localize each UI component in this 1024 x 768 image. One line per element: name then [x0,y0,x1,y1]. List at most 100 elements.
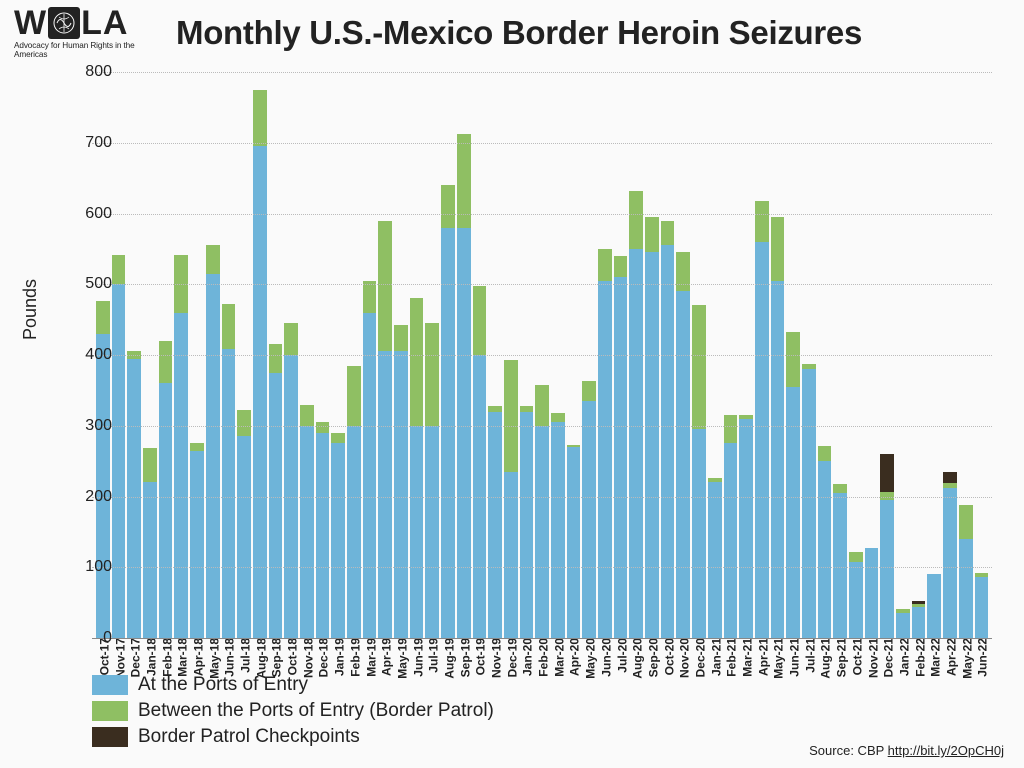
bar-segment-ports [629,249,643,638]
gridline [92,143,992,144]
bar-column: Sep-18 [269,344,283,638]
bar-segment-between [661,221,675,246]
bar-segment-ports [614,277,628,638]
bar-column: Dec-21 [880,454,894,638]
y-tick-label: 400 [85,346,112,364]
bar-segment-ports [818,461,832,638]
gridline [92,497,992,498]
bar-segment-between [771,217,785,281]
y-tick-label: 100 [85,558,112,576]
x-tick-label: Feb-21 [722,638,739,677]
bar-segment-ports [457,228,471,638]
bar-segment-ports [771,281,785,638]
bar-segment-ports [520,412,534,638]
bar-column: Mar-20 [551,413,565,638]
x-tick-label: Oct-19 [471,638,488,675]
bar-segment-checkpoint [880,454,894,491]
bar-segment-ports [159,383,173,638]
bar-segment-between [786,332,800,387]
x-tick-label: Aug-19 [439,638,456,679]
bar-segment-between [818,446,832,462]
legend-swatch [92,727,128,747]
x-tick-label: Jan-20 [518,638,535,676]
bar-segment-between [582,381,596,401]
x-tick-label: Aug-20 [628,638,645,679]
bar-column: May-21 [771,217,785,638]
x-tick-label: May-20 [581,638,598,679]
bar-column: Oct-18 [284,323,298,638]
y-tick-label: 700 [85,134,112,152]
bar-column: Dec-17 [127,351,141,638]
source-link[interactable]: http://bit.ly/2OpCH0j [888,743,1004,758]
bar-segment-ports [582,401,596,638]
bar-segment-ports [567,447,581,638]
bar-segment-ports [975,577,989,638]
x-tick-label: Mar-21 [738,638,755,677]
x-tick-label: Apr-20 [565,638,582,676]
bar-column: Jan-21 [708,478,722,638]
bar-column: Mar-19 [363,281,377,638]
x-tick-label: Oct-21 [847,638,864,675]
bar-segment-between [394,325,408,352]
x-tick-label: Dec-17 [126,638,143,677]
bar-segment-between [629,191,643,249]
y-tick-label: 800 [85,63,112,81]
bar-segment-ports [708,482,722,638]
bar-column: May-19 [394,325,408,638]
bar-segment-between [347,366,361,426]
gridline [92,426,992,427]
bar-segment-ports [316,433,330,638]
bar-segment-ports [676,291,690,638]
bar-column: Feb-18 [159,341,173,638]
bar-column: Jul-20 [614,256,628,638]
bar-segment-ports [880,500,894,638]
bar-segment-ports [488,412,502,638]
bar-column: Nov-18 [300,405,314,638]
legend-swatch [92,675,128,695]
bar-segment-between [504,360,518,472]
bar-segment-ports [786,387,800,638]
bar-column: Jun-20 [598,249,612,638]
x-tick-label: Jun-22 [973,638,990,677]
bar-column: Sep-21 [833,484,847,638]
logo: W LA Advocacy for Human Rights in the Am… [14,6,164,59]
legend-swatch [92,701,128,721]
x-tick-label: Oct-18 [283,638,300,675]
x-tick-label: Jan-19 [330,638,347,676]
bar-segment-ports [206,274,220,638]
legend-label: At the Ports of Entry [138,674,308,696]
bar-segment-between [363,281,377,313]
bar-segment-ports [661,245,675,638]
bar-column: Aug-18 [253,90,267,638]
bar-segment-between [473,286,487,355]
logo-tagline: Advocacy for Human Rights in the America… [14,41,164,59]
bar-segment-ports [410,426,424,638]
bar-column: Apr-21 [755,201,769,638]
bar-column: Apr-20 [567,445,581,638]
bar-segment-ports [112,284,126,638]
bar-column: Oct-19 [473,286,487,638]
bar-segment-between [316,422,330,433]
bar-segment-ports [441,228,455,638]
bar-segment-ports [269,373,283,638]
bar-column: Feb-21 [724,415,738,638]
y-tick-label: 200 [85,488,112,506]
bar-segment-ports [363,313,377,638]
bar-column: Nov-17 [112,255,126,638]
bar-segment-between [269,344,283,372]
bar-segment-between [300,405,314,426]
x-tick-label: Apr-22 [941,638,958,676]
x-tick-label: Mar-19 [361,638,378,677]
bar-segment-between [598,249,612,281]
x-tick-label: Dec-18 [314,638,331,677]
legend: At the Ports of EntryBetween the Ports o… [92,674,992,748]
bar-column: Dec-19 [504,360,518,638]
bar-segment-between [410,298,424,425]
bar-column: Jun-21 [786,332,800,638]
bar-segment-ports [739,419,753,638]
x-tick-label: Jan-22 [894,638,911,676]
bar-segment-ports [959,539,973,638]
x-tick-label: Nov-21 [863,638,880,678]
x-tick-label: Nov-19 [487,638,504,678]
x-tick-label: Nov-20 [675,638,692,678]
